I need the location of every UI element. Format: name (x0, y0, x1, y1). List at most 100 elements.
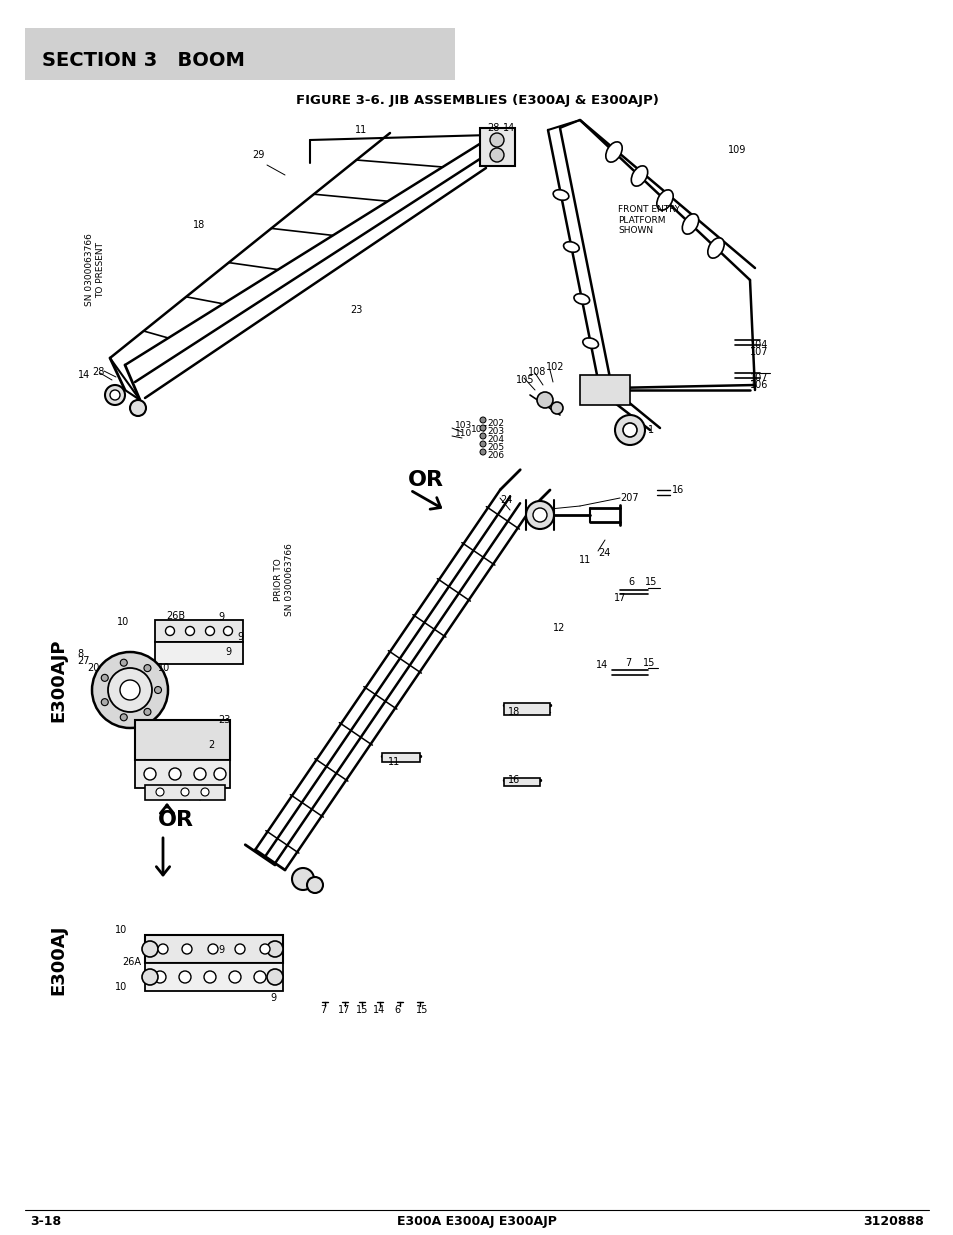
Text: 17: 17 (337, 1005, 350, 1015)
Circle shape (201, 788, 209, 797)
Text: 2: 2 (208, 740, 214, 750)
Circle shape (181, 788, 189, 797)
Circle shape (154, 687, 161, 694)
Text: 9: 9 (270, 993, 275, 1003)
Text: 12: 12 (553, 622, 565, 634)
Text: SECTION 3   BOOM: SECTION 3 BOOM (42, 51, 245, 69)
Circle shape (208, 944, 218, 953)
Circle shape (292, 868, 314, 890)
Text: 15: 15 (642, 658, 655, 668)
Text: E300A E300AJ E300AJP: E300A E300AJ E300AJP (396, 1215, 557, 1229)
Text: 16: 16 (671, 485, 683, 495)
Circle shape (105, 385, 125, 405)
Circle shape (479, 417, 485, 424)
Text: FRONT ENTRY
PLATFORM
SHOWN: FRONT ENTRY PLATFORM SHOWN (618, 205, 679, 235)
Text: 15: 15 (416, 1005, 428, 1015)
Text: E300AJP: E300AJP (49, 638, 67, 721)
Text: 16: 16 (507, 776, 519, 785)
Text: 29: 29 (252, 149, 264, 161)
Text: 7: 7 (624, 658, 631, 668)
Circle shape (205, 626, 214, 636)
Circle shape (91, 652, 168, 727)
Text: 10: 10 (115, 925, 127, 935)
Bar (579, 375, 629, 405)
Circle shape (479, 425, 485, 431)
Bar (503, 778, 539, 785)
Ellipse shape (563, 242, 578, 252)
Text: 24: 24 (499, 495, 512, 505)
Circle shape (101, 674, 108, 682)
Text: 108: 108 (527, 367, 546, 377)
Bar (145, 935, 283, 963)
Circle shape (490, 148, 503, 162)
Text: 109: 109 (727, 144, 745, 156)
Circle shape (144, 768, 156, 781)
Text: 110: 110 (455, 429, 472, 437)
Circle shape (142, 941, 158, 957)
Text: 103: 103 (455, 420, 472, 430)
Circle shape (622, 424, 637, 437)
Text: 107: 107 (749, 347, 768, 357)
Circle shape (120, 659, 127, 666)
Circle shape (193, 768, 206, 781)
Ellipse shape (553, 190, 568, 200)
Bar (154, 642, 243, 664)
Bar (145, 785, 225, 800)
Text: 6: 6 (627, 577, 634, 587)
Text: 203: 203 (486, 426, 503, 436)
Ellipse shape (574, 294, 589, 304)
Text: 28: 28 (486, 124, 498, 133)
Bar (135, 720, 230, 760)
Bar (381, 753, 419, 762)
Text: 9: 9 (225, 647, 231, 657)
Circle shape (120, 714, 127, 721)
Text: 8: 8 (77, 650, 83, 659)
Circle shape (267, 941, 283, 957)
Text: 11: 11 (388, 757, 400, 767)
Text: PRIOR TO
SN 0300063766: PRIOR TO SN 0300063766 (274, 543, 294, 616)
Text: 205: 205 (486, 442, 503, 452)
Circle shape (153, 971, 166, 983)
Circle shape (260, 944, 270, 953)
Circle shape (267, 969, 283, 986)
Bar (479, 128, 515, 165)
Text: 24: 24 (598, 548, 610, 558)
Text: 20: 20 (87, 663, 99, 673)
Text: 18: 18 (193, 220, 205, 230)
Circle shape (479, 450, 485, 454)
Ellipse shape (631, 165, 647, 186)
Circle shape (307, 877, 323, 893)
Circle shape (158, 944, 168, 953)
Text: 14: 14 (373, 1005, 385, 1015)
Circle shape (213, 768, 226, 781)
Text: 104: 104 (749, 340, 767, 350)
Ellipse shape (656, 190, 673, 210)
Circle shape (165, 626, 174, 636)
Circle shape (234, 944, 245, 953)
Text: 206: 206 (486, 451, 503, 459)
Circle shape (253, 971, 266, 983)
Text: 6: 6 (394, 1005, 399, 1015)
Text: 14: 14 (502, 124, 515, 133)
Bar (503, 703, 550, 715)
Text: 11: 11 (355, 125, 367, 135)
Text: SN 0300063766
TO PRESENT: SN 0300063766 TO PRESENT (85, 233, 105, 306)
Text: E300AJ: E300AJ (49, 925, 67, 995)
Circle shape (130, 400, 146, 416)
Text: 23: 23 (218, 715, 230, 725)
Circle shape (169, 768, 181, 781)
Text: 14: 14 (78, 370, 91, 380)
Text: 28: 28 (91, 367, 104, 377)
Text: 9: 9 (236, 632, 243, 642)
Bar (25, 28, 455, 80)
Circle shape (144, 664, 151, 672)
Circle shape (615, 415, 644, 445)
Circle shape (142, 969, 158, 986)
Text: 10: 10 (115, 982, 127, 992)
Ellipse shape (605, 142, 621, 162)
Circle shape (479, 433, 485, 438)
Text: 15: 15 (644, 577, 657, 587)
Circle shape (525, 501, 554, 529)
Circle shape (179, 971, 191, 983)
Circle shape (229, 971, 241, 983)
